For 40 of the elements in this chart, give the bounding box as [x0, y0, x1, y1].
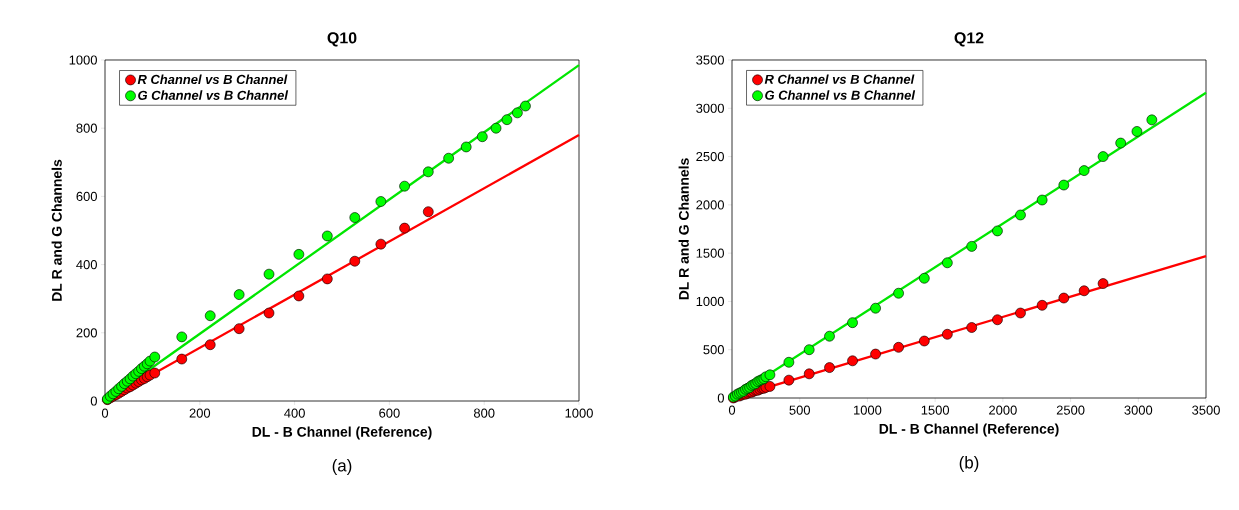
x-tick-label: 1000: [565, 408, 593, 418]
y-axis-title: DL R and G Channels: [51, 159, 62, 301]
x-tick-label: 2500: [1056, 405, 1085, 415]
y-tick-label: 800: [76, 123, 97, 133]
y-tick-label: 400: [76, 260, 97, 270]
x-axis-title: DL - B Channel (Reference): [252, 426, 432, 440]
legend-label: R Channel vs B Channel: [137, 74, 288, 85]
x-tick-label: 0: [728, 405, 736, 415]
y-tick-label: 500: [703, 345, 724, 355]
y-tick-label: 3500: [696, 55, 724, 65]
y-axis-title: DL R and G Channels: [678, 158, 689, 300]
x-tick-label: 3000: [1124, 405, 1153, 415]
legend-label: G Channel vs B Channel: [138, 90, 289, 100]
text: (a): [332, 459, 352, 475]
x-tick-label: 600: [379, 408, 400, 418]
y-tick-label: 1000: [696, 296, 724, 307]
x-tick-label: 3500: [1192, 405, 1220, 415]
y-tick-label: 600: [76, 191, 97, 201]
y-tick-label: 1000: [69, 55, 97, 65]
x-tick-label: 500: [789, 405, 811, 415]
x-tick-label: 400: [284, 408, 305, 418]
y-tick-label: 2500: [696, 151, 724, 162]
legend-label: G Channel vs B Channel: [765, 90, 916, 100]
x-tick-label: 1000: [854, 405, 882, 415]
y-tick-label: 0: [717, 393, 724, 403]
chart-title: Q12: [954, 32, 984, 47]
x-tick-label: 200: [189, 408, 211, 418]
chart-title: Q10: [327, 32, 357, 47]
x-tick-label: 2000: [989, 405, 1017, 415]
y-tick-label: 200: [76, 328, 97, 338]
y-tick-label: 2000: [696, 200, 724, 210]
x-axis-title: DL - B Channel (Reference): [879, 423, 1059, 437]
x-tick-label: 800: [473, 408, 495, 418]
x-tick-label: 0: [101, 408, 109, 418]
y-tick-label: 0: [90, 396, 97, 406]
y-tick-label: 3000: [696, 103, 724, 113]
text: (b): [959, 456, 979, 472]
x-tick-label: 1500: [921, 405, 950, 415]
legend-label: R Channel vs B Channel: [764, 74, 915, 84]
y-tick-label: 1500: [696, 248, 724, 258]
